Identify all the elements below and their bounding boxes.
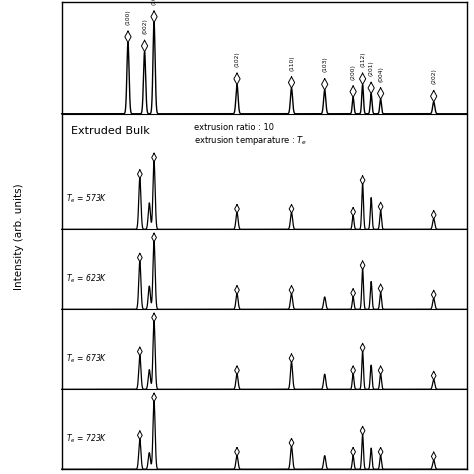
- Text: (110): (110): [289, 55, 294, 71]
- Text: $T_e$ = 723K: $T_e$ = 723K: [66, 433, 108, 445]
- Text: (112): (112): [360, 51, 365, 67]
- Text: Extruded Bulk: Extruded Bulk: [71, 126, 150, 136]
- Text: $T_e$ = 673K: $T_e$ = 673K: [66, 353, 108, 365]
- Text: Intensity (arb. units): Intensity (arb. units): [14, 184, 24, 290]
- Text: (002): (002): [142, 18, 147, 34]
- Text: (103): (103): [322, 57, 327, 73]
- Text: $T_e$ = 573K: $T_e$ = 573K: [66, 192, 108, 205]
- Text: extrusion temparature : $T_e$: extrusion temparature : $T_e$: [194, 134, 308, 146]
- Text: (004): (004): [378, 66, 383, 82]
- Text: (201): (201): [369, 60, 374, 76]
- Text: extrusion ratio : 10: extrusion ratio : 10: [194, 123, 274, 132]
- Text: (101): (101): [152, 0, 156, 5]
- Text: (200): (200): [351, 64, 356, 80]
- Text: (202): (202): [431, 68, 436, 84]
- Text: (100): (100): [126, 9, 130, 25]
- Text: $T_e$ = 623K: $T_e$ = 623K: [66, 273, 108, 285]
- Text: (102): (102): [235, 51, 239, 67]
